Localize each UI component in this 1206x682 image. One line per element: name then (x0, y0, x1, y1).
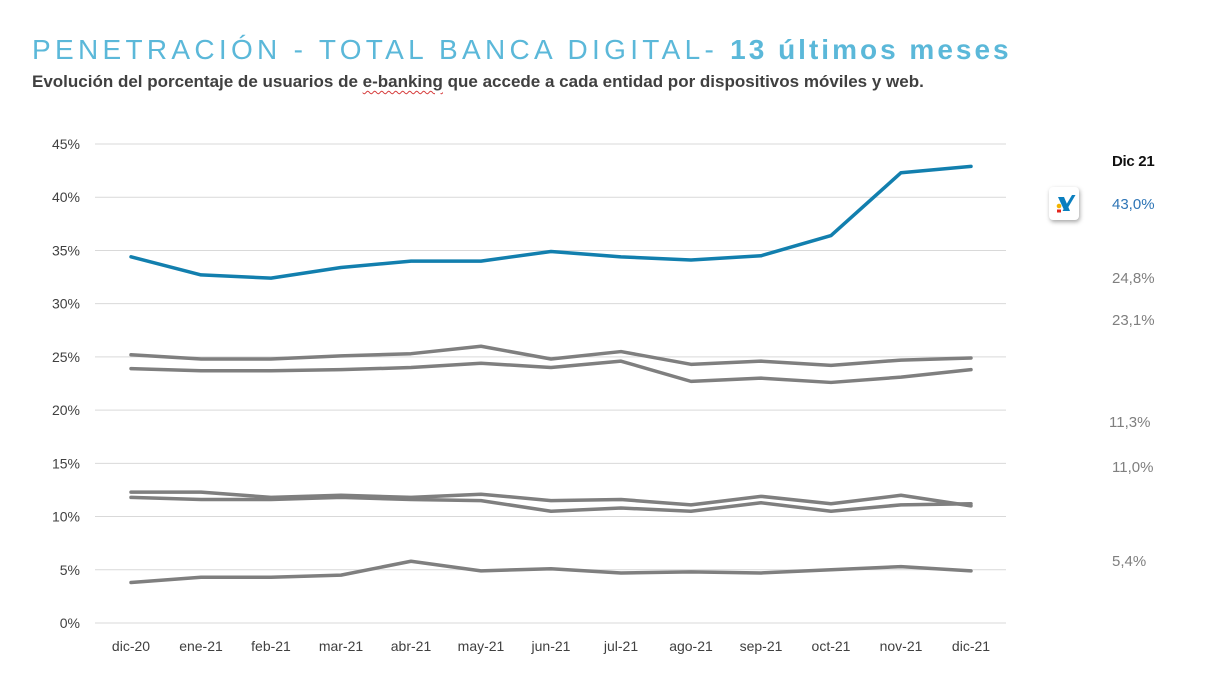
series-end-label: 43,0% (1112, 196, 1155, 213)
series-end-label: 11,0% (1112, 459, 1154, 476)
series-line-6 (129, 559, 973, 585)
x-tick-label: nov-21 (880, 638, 923, 654)
legend-heading: Dic 21 (1112, 153, 1155, 170)
y-tick-label: 5% (60, 562, 80, 578)
series-line-5 (129, 490, 973, 508)
series-end-label: 5,4% (1112, 553, 1147, 570)
series-line-2 (129, 344, 973, 368)
x-tick-label: dic-21 (952, 638, 990, 654)
subtitle-start: Evolución del porcentaje de usuarios de (32, 72, 363, 91)
title-period: 13 últimos meses (730, 34, 1012, 65)
x-tick-label: ago-21 (669, 638, 713, 654)
y-tick-label: 15% (52, 455, 80, 471)
x-tick-label: ene-21 (179, 638, 223, 654)
logo-glyph (1056, 195, 1076, 213)
x-tick-label: oct-21 (812, 638, 851, 654)
x-tick-label: feb-21 (251, 638, 291, 654)
y-tick-label: 25% (52, 349, 80, 365)
subtitle-spellcheck-word: e-banking (362, 72, 443, 91)
chart-grid (95, 143, 1006, 624)
y-tick-label: 10% (52, 509, 80, 525)
title-main: PENETRACIÓN - TOTAL BANCA DIGITAL- (32, 34, 731, 65)
y-tick-label: 35% (52, 242, 80, 258)
series-line-3 (129, 359, 973, 385)
x-tick-label: may-21 (458, 638, 505, 654)
y-tick-label: 20% (52, 402, 80, 418)
y-tick-label: 30% (52, 296, 80, 312)
series-end-label: 11,3% (1109, 414, 1151, 431)
y-tick-label: 45% (52, 136, 80, 152)
x-tick-label: abr-21 (391, 638, 432, 654)
page-subtitle: Evolución del porcentaje de usuarios de … (32, 72, 924, 92)
chart-series (129, 164, 973, 585)
subtitle-end: que accede a cada entidad por dispositiv… (442, 72, 924, 91)
series-line-1 (129, 164, 973, 280)
series-line-4 (129, 495, 973, 513)
x-tick-label: dic-20 (112, 638, 150, 654)
x-tick-label: jul-21 (603, 638, 638, 654)
x-tick-label: mar-21 (319, 638, 364, 654)
series-end-label: 24,8% (1112, 270, 1155, 287)
x-tick-label: jun-21 (531, 638, 571, 654)
x-axis-ticks: dic-20 ene-21 feb-21 mar-21 abr-21 may-21 jun-… (112, 638, 990, 654)
caixabank-star-logo-icon (1049, 187, 1079, 220)
x-tick-label: sep-21 (740, 638, 783, 654)
series-end-label: 23,1% (1112, 312, 1155, 329)
y-tick-label: 0% (60, 615, 80, 631)
y-axis-ticks: 0% 5% 10% 15% 20% 25% 30% 35% 40% 45% (52, 136, 80, 631)
y-tick-label: 40% (52, 189, 80, 205)
page-title: PENETRACIÓN - TOTAL BANCA DIGITAL- 13 úl… (32, 34, 1012, 66)
